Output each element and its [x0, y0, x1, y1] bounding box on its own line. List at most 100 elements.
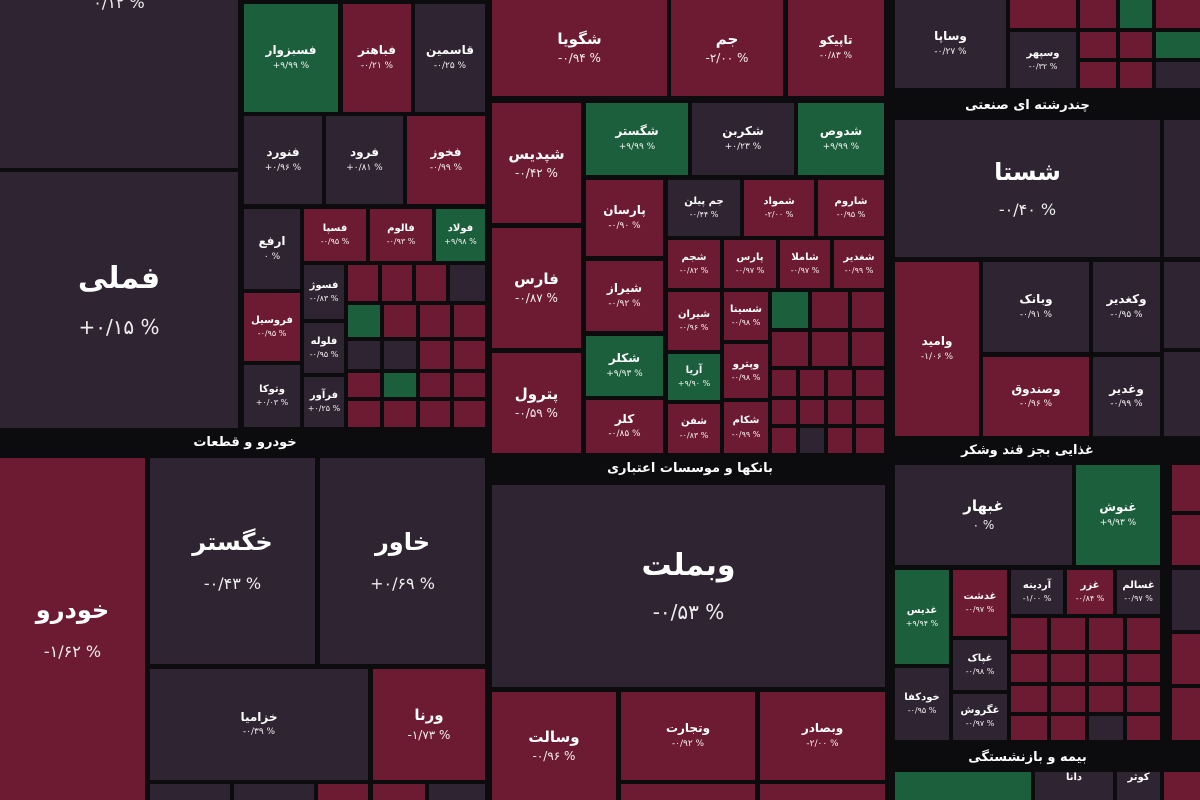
symbol-tile[interactable]: وبصادر -۲/۰۰ % [760, 692, 885, 780]
small-tile[interactable] [828, 428, 852, 453]
symbol-tile[interactable]: خودکفا -۰/۹۵ % [895, 668, 949, 740]
small-tile[interactable] [384, 341, 416, 369]
symbol-tile[interactable]: فسپا -۰/۹۵ % [304, 209, 366, 261]
symbol-tile[interactable]: وساپا -۰/۲۷ % [895, 0, 1006, 88]
symbol-tile[interactable]: فارس -۰/۸۷ % [492, 228, 581, 348]
symbol-tile[interactable]: ۰/۱۲ % [0, 0, 238, 168]
small-tile[interactable] [1172, 515, 1200, 565]
small-tile[interactable] [772, 370, 796, 396]
small-tile[interactable] [1172, 465, 1200, 511]
symbol-tile[interactable]: شدوص +۹/۹۹ % [798, 103, 884, 175]
small-tile[interactable] [772, 428, 796, 453]
symbol-tile[interactable]: فسوژ -۰/۸۳ % [304, 265, 344, 319]
small-tile[interactable] [1080, 62, 1116, 88]
symbol-tile[interactable]: غدشت -۰/۹۷ % [953, 570, 1007, 636]
small-tile[interactable] [812, 332, 848, 366]
small-tile[interactable] [1051, 654, 1085, 682]
small-tile[interactable] [760, 784, 885, 800]
small-tile[interactable] [450, 265, 485, 301]
symbol-tile[interactable]: کلر -۰/۸۵ % [586, 400, 663, 453]
small-tile[interactable] [454, 305, 485, 337]
small-tile[interactable] [856, 400, 884, 424]
symbol-tile[interactable]: فالوم -۰/۹۳ % [370, 209, 432, 261]
small-tile[interactable] [1164, 120, 1200, 257]
symbol-tile[interactable]: پارسان -۰/۹۰ % [586, 180, 663, 256]
small-tile[interactable] [348, 341, 380, 369]
small-tile[interactable] [1120, 0, 1152, 28]
small-tile[interactable] [1164, 772, 1200, 800]
small-tile[interactable] [1089, 686, 1123, 712]
symbol-tile[interactable]: وصندوق -۰/۹۶ % [983, 357, 1089, 436]
small-tile[interactable] [1164, 352, 1200, 436]
small-tile[interactable] [1080, 0, 1116, 28]
small-tile[interactable] [1051, 716, 1085, 740]
symbol-tile[interactable]: شپدیس -۰/۴۲ % [492, 103, 581, 223]
small-tile[interactable] [1156, 0, 1200, 28]
small-tile[interactable] [1127, 654, 1160, 682]
symbol-tile[interactable]: شکام -۰/۹۹ % [724, 402, 768, 453]
small-tile[interactable] [1172, 634, 1200, 684]
small-tile[interactable] [420, 341, 450, 369]
symbol-tile[interactable]: فرآور +۰/۲۵ % [304, 377, 344, 427]
symbol-tile[interactable]: شگستر +۹/۹۹ % [586, 103, 688, 175]
small-tile[interactable] [856, 370, 884, 396]
small-tile[interactable] [621, 784, 755, 800]
symbol-tile[interactable]: شغدیر -۰/۹۹ % [834, 240, 884, 288]
small-tile[interactable] [1089, 618, 1123, 650]
symbol-tile[interactable]: آردینه -۱/۰۰ % [1011, 570, 1063, 614]
symbol-tile[interactable]: شگویا -۰/۹۴ % [492, 0, 667, 96]
small-tile[interactable] [348, 373, 380, 397]
small-tile[interactable] [384, 305, 416, 337]
symbol-tile[interactable]: غدیس +۹/۹۴ % [895, 570, 949, 664]
symbol-tile[interactable]: دانا [1035, 772, 1113, 800]
symbol-tile[interactable]: فنورد +۰/۹۶ % [244, 116, 322, 204]
symbol-tile[interactable]: وتجارت -۰/۹۲ % [621, 692, 755, 780]
small-tile[interactable] [420, 373, 450, 397]
symbol-tile[interactable]: شفن -۰/۸۳ % [668, 404, 720, 453]
symbol-tile[interactable]: ورنا -۱/۷۳ % [373, 669, 485, 780]
small-tile[interactable] [1127, 686, 1160, 712]
small-tile[interactable] [1011, 686, 1047, 712]
symbol-tile[interactable]: وسالت -۰/۹۶ % [492, 692, 616, 800]
symbol-tile[interactable]: غگروش -۰/۹۷ % [953, 694, 1007, 740]
small-tile[interactable] [1172, 688, 1200, 740]
small-tile[interactable] [348, 265, 378, 301]
small-tile[interactable] [1172, 570, 1200, 630]
symbol-tile[interactable]: فولاد +۹/۹۸ % [436, 209, 485, 261]
small-tile[interactable] [420, 305, 450, 337]
small-tile[interactable] [1051, 618, 1085, 650]
small-tile[interactable] [382, 265, 412, 301]
small-tile[interactable] [348, 401, 380, 427]
small-tile[interactable] [234, 784, 314, 800]
symbol-tile[interactable]: قاسمین -۰/۲۵ % [415, 4, 485, 112]
small-tile[interactable] [420, 401, 450, 427]
small-tile[interactable] [373, 784, 425, 800]
small-tile[interactable] [1156, 62, 1200, 88]
symbol-tile[interactable]: شمواد -۲/۰۰ % [744, 180, 814, 236]
small-tile[interactable] [800, 428, 824, 453]
symbol-tile[interactable]: شاروم -۰/۹۵ % [818, 180, 884, 236]
symbol-tile[interactable]: خگستر -۰/۴۳ % [150, 458, 315, 664]
small-tile[interactable] [1011, 618, 1047, 650]
small-tile[interactable] [1011, 716, 1047, 740]
small-tile[interactable] [1080, 32, 1116, 58]
symbol-tile[interactable]: فلوله -۰/۹۵ % [304, 323, 344, 373]
small-tile[interactable] [800, 400, 824, 424]
symbol-tile[interactable]: فملی +۰/۱۵ % [0, 172, 238, 428]
symbol-tile[interactable]: وبانک -۰/۹۱ % [983, 262, 1089, 352]
symbol-tile[interactable]: پارس -۰/۹۷ % [724, 240, 776, 288]
symbol-tile[interactable]: فرود +۰/۸۱ % [326, 116, 403, 204]
small-tile[interactable] [384, 401, 416, 427]
symbol-tile[interactable]: کوثر [1117, 772, 1160, 800]
symbol-tile[interactable]: خاور +۰/۶۹ % [320, 458, 485, 664]
symbol-tile[interactable]: شکلر +۹/۹۳ % [586, 336, 663, 396]
symbol-tile[interactable]: غبهار ۰ % [895, 465, 1072, 565]
small-tile[interactable] [1010, 0, 1076, 28]
small-tile[interactable] [1011, 654, 1047, 682]
small-tile[interactable] [1164, 262, 1200, 348]
small-tile[interactable] [1051, 686, 1085, 712]
small-tile[interactable] [852, 332, 884, 366]
symbol-tile[interactable]: پترول -۰/۵۹ % [492, 353, 581, 453]
small-tile[interactable] [812, 292, 848, 328]
symbol-tile[interactable]: شکربن +۰/۲۳ % [692, 103, 794, 175]
